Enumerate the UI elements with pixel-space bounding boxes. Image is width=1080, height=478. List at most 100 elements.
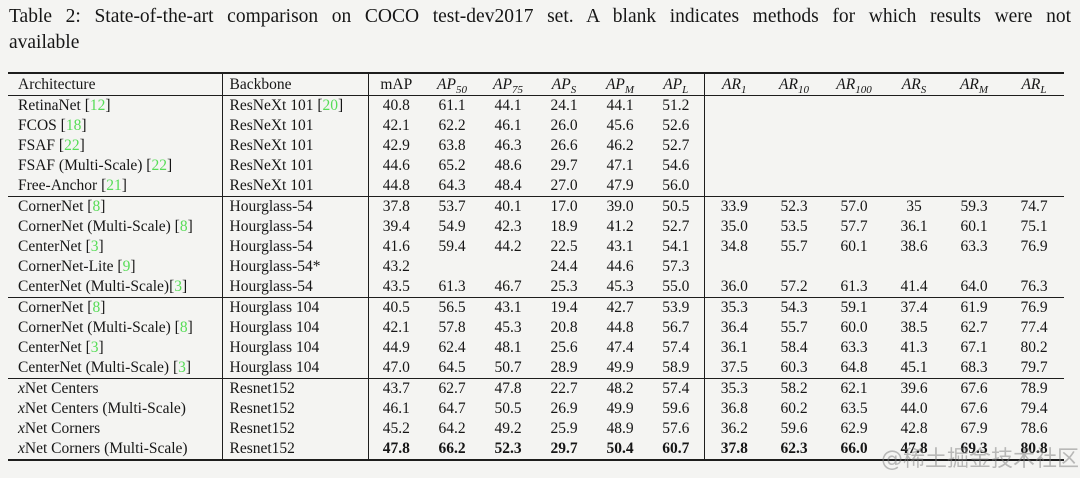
metric-cell: 80.2 (1020, 339, 1048, 356)
metric-cell: 62.4 (438, 339, 466, 356)
metric-cell: 64.8 (840, 359, 868, 376)
metric-cell: 41.3 (900, 339, 928, 356)
metric-cell: 48.2 (606, 380, 634, 397)
metric-cell: 57.2 (780, 278, 808, 295)
metric-cell: 67.9 (960, 420, 988, 437)
metric-cell: 25.6 (550, 339, 578, 356)
metric-cell: 42.3 (494, 218, 522, 235)
metric-cell (944, 257, 1004, 277)
backbone-cell: Hourglass-54 (222, 196, 369, 217)
metric-cell: 62.7 (960, 319, 988, 336)
metric-cell: 60.1 (840, 238, 868, 255)
backbone-cell: ResNeXt 101 (222, 176, 369, 197)
cell-text: FCOS [ (18, 117, 66, 134)
metric-cell (824, 176, 884, 197)
metric-cell: 29.7 (550, 157, 578, 174)
metric-cell: 43.7 (382, 380, 410, 397)
backbone-cell: ResNeXt 101 (222, 116, 369, 136)
metric-cell: 64.0 (960, 278, 988, 295)
metric-cell: 36.8 (720, 400, 748, 417)
metric-cell: 53.9 (648, 297, 705, 318)
metric-cell: 52.3 (494, 440, 522, 457)
cell-text: Hourglass 104 (229, 319, 320, 336)
metric-cell: 57.3 (648, 257, 705, 277)
metric-cell: 26.6 (550, 137, 578, 154)
column-header-arl: ARL (1021, 75, 1047, 96)
metric-cell: 42.1 (382, 117, 410, 134)
cell-text: Resnet152 (229, 400, 295, 417)
metric-cell: 47.8 (900, 440, 928, 457)
metric-cell: 48.1 (494, 339, 522, 356)
cell-text: Net Centers (24, 380, 99, 397)
metric-cell: 42.8 (900, 420, 928, 437)
metric-cell (824, 96, 884, 117)
metric-cell: 60.3 (780, 359, 808, 376)
metric-cell: 44.9 (382, 339, 410, 356)
metric-cell: 66.0 (840, 440, 868, 457)
backbone-cell: Hourglass 104 (222, 358, 369, 379)
citation-ref: 8 (92, 198, 101, 215)
architecture-cell: CenterNet (Multi-Scale)[3] (8, 277, 223, 298)
metric-cell: 62.9 (840, 420, 868, 437)
architecture-cell: FSAF [22] (8, 136, 223, 156)
metric-cell: 64.3 (438, 177, 466, 194)
metric-cell: 25.3 (550, 278, 578, 295)
metric-cell (480, 257, 536, 277)
cell-text: CornerNet [ (18, 299, 93, 316)
architecture-cell: xNet Corners (8, 419, 223, 439)
metric-cell (704, 257, 764, 277)
cell-text: ResNeXt 101 (229, 137, 314, 154)
cell-text: Net Corners (Multi-Scale) (24, 440, 188, 457)
cell-text: ] (130, 258, 136, 275)
architecture-cell: CornerNet (Multi-Scale) [8] (8, 217, 223, 237)
metric-cell: 47.8 (494, 380, 522, 397)
metric-cell: 42.9 (382, 137, 410, 154)
metric-cell: 67.6 (960, 380, 988, 397)
metric-cell: 40.8 (382, 97, 410, 114)
metric-cell: 44.6 (382, 157, 410, 174)
metric-cell: 64.5 (438, 359, 466, 376)
backbone-cell: Hourglass-54 (222, 277, 369, 298)
metric-cell (884, 116, 944, 136)
cell-text: ] (98, 238, 104, 255)
metric-cell (944, 176, 1004, 197)
metric-cell: 47.8 (382, 440, 410, 457)
backbone-cell: ResNeXt 101 (222, 156, 369, 176)
metric-cell (764, 156, 824, 176)
metric-cell: 57.6 (648, 419, 705, 439)
metric-cell: 49.2 (494, 420, 522, 437)
metric-cell: 52.6 (648, 116, 705, 136)
cell-text: Free-Anchor [ (18, 177, 107, 194)
metric-cell: 53.7 (438, 198, 466, 215)
metric-cell (1004, 176, 1064, 197)
architecture-cell: CornerNet [8] (8, 196, 223, 217)
table-row: CenterNet (Multi-Scale) [3] Hourglass 104… (8, 358, 1064, 379)
metric-cell: 75.1 (1020, 218, 1048, 235)
metric-cell: 61.9 (960, 299, 988, 316)
metric-cell (704, 136, 764, 156)
cell-text: Net Centers (Multi-Scale) (24, 400, 186, 417)
metric-cell: 79.7 (1020, 359, 1048, 376)
metric-cell: 60.0 (840, 319, 868, 336)
cell-text: ] (181, 278, 188, 295)
metric-cell: 17.0 (550, 198, 578, 215)
cell-text: ResNeXt 101 [ (229, 97, 323, 114)
metric-cell (884, 96, 944, 117)
metric-cell: 47.4 (606, 339, 634, 356)
metric-cell: 58.9 (648, 358, 705, 379)
column-header-apm: APM (605, 75, 635, 96)
metric-cell: 49.9 (606, 359, 634, 376)
metric-cell: 58.4 (780, 339, 808, 356)
metric-cell: 64.2 (438, 420, 466, 437)
metric-cell: 62.3 (780, 440, 808, 457)
metric-cell: 63.5 (840, 400, 868, 417)
metric-cell: 52.7 (648, 217, 705, 237)
metric-cell: 52.3 (780, 198, 808, 215)
column-header-apl: APL (648, 73, 705, 96)
architecture-cell: RetinaNet [12] (8, 95, 223, 116)
metric-cell: 36.2 (720, 420, 748, 437)
metric-cell: 57.7 (840, 218, 868, 235)
architecture-cell: xNet Centers (Multi-Scale) (8, 399, 223, 419)
table-row: xNet Corners (Multi-Scale) Resnet152 47.8 6… (8, 439, 1064, 460)
metric-cell: 27.0 (550, 177, 578, 194)
